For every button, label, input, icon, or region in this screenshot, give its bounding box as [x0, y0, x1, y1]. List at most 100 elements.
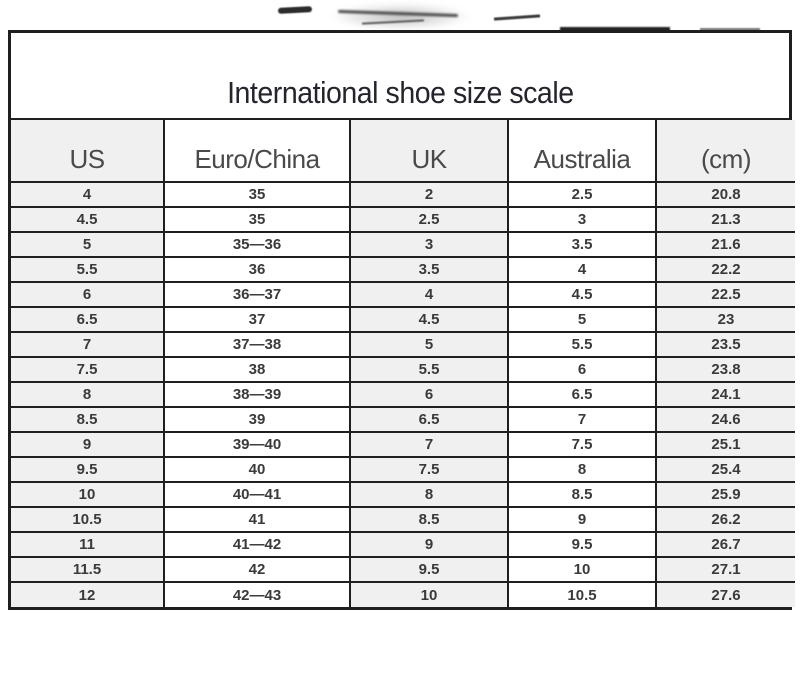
- table-cell: 38—39: [163, 381, 351, 408]
- size-conversion-table: International shoe size scale US Euro/Ch…: [8, 30, 795, 610]
- table-cell: 4.5: [349, 306, 509, 333]
- table-cell: 40—41: [163, 481, 351, 508]
- table-cell: 3.5: [349, 256, 509, 283]
- table-row: 4.5 35 2.5 3 21.3: [11, 206, 795, 233]
- table-cell: 9: [507, 506, 657, 533]
- table-cell: 10: [507, 556, 657, 583]
- table-cell: 8.5: [507, 481, 657, 508]
- table-cell: 8: [349, 481, 509, 508]
- table-row: 4 35 2 2.5 20.8: [11, 181, 795, 208]
- scan-artifact: [493, 14, 541, 21]
- table-cell: 42: [163, 556, 351, 583]
- table-cell: 8: [11, 381, 165, 408]
- table-cell: 5: [507, 306, 657, 333]
- table-cell: 4: [349, 281, 509, 308]
- table-title: International shoe size scale: [11, 33, 789, 120]
- table-cell: 22.2: [655, 256, 795, 283]
- table-cell: 9: [11, 431, 165, 458]
- table-cell: 37: [163, 306, 351, 333]
- table-cell: 10.5: [507, 581, 657, 607]
- col-header-us: US: [11, 120, 165, 183]
- table-cell: 2.5: [507, 181, 657, 208]
- table-row: 11.5 42 9.5 10 27.1: [11, 556, 795, 583]
- col-header-euro-china: Euro/China: [163, 120, 351, 183]
- table-row: 8.5 39 6.5 7 24.6: [11, 406, 795, 433]
- table-cell: 27.1: [655, 556, 795, 583]
- table-cell: 4: [507, 256, 657, 283]
- table-cell: 35: [163, 206, 351, 233]
- table-cell: 10.5: [11, 506, 165, 533]
- table-cell: 7.5: [349, 456, 509, 483]
- table-cell: 26.2: [655, 506, 795, 533]
- table-cell: 6.5: [11, 306, 165, 333]
- table-cell: 41—42: [163, 531, 351, 558]
- table-cell: 4.5: [507, 281, 657, 308]
- table-cell: 6: [507, 356, 657, 383]
- table-cell: 2.5: [349, 206, 509, 233]
- table-row: 6.5 37 4.5 5 23: [11, 306, 795, 333]
- table-cell: 9.5: [11, 456, 165, 483]
- table-cell: 4: [11, 181, 165, 208]
- table-cell: 10: [11, 481, 165, 508]
- table-cell: 42—43: [163, 581, 351, 607]
- table-cell: 24.1: [655, 381, 795, 408]
- col-header-uk: UK: [349, 120, 509, 183]
- table-row: 10.5 41 8.5 9 26.2: [11, 506, 795, 533]
- table-row: 12 42—43 10 10.5 27.6: [11, 581, 795, 607]
- scan-artifact: [337, 9, 459, 18]
- table-cell: 6: [11, 281, 165, 308]
- table-cell: 8.5: [349, 506, 509, 533]
- table-cell: 36: [163, 256, 351, 283]
- table-cell: 10: [349, 581, 509, 607]
- table-cell: 7: [349, 431, 509, 458]
- table-cell: 35—36: [163, 231, 351, 258]
- table-cell: 5.5: [507, 331, 657, 358]
- table-cell: 23: [655, 306, 795, 333]
- table-cell: 9.5: [349, 556, 509, 583]
- table-cell: 22.5: [655, 281, 795, 308]
- size-table-grid: US Euro/China UK Australia (cm) 4 35 2 2.5 2…: [11, 120, 795, 607]
- table-row: 6 36—37 4 4.5 22.5: [11, 281, 795, 308]
- table-cell: 5.5: [11, 256, 165, 283]
- table-cell: 4.5: [11, 206, 165, 233]
- table-cell: 40: [163, 456, 351, 483]
- table-cell: 25.4: [655, 456, 795, 483]
- table-row: 5 35—36 3 3.5 21.6: [11, 231, 795, 258]
- table-cell: 5.5: [349, 356, 509, 383]
- table-cell: 5: [11, 231, 165, 258]
- table-row: 8 38—39 6 6.5 24.1: [11, 381, 795, 408]
- table-cell: 3: [507, 206, 657, 233]
- table-cell: 24.6: [655, 406, 795, 433]
- table-cell: 11: [11, 531, 165, 558]
- table-cell: 9.5: [507, 531, 657, 558]
- table-cell: 38: [163, 356, 351, 383]
- table-cell: 21.6: [655, 231, 795, 258]
- table-cell: 7: [11, 331, 165, 358]
- table-cell: 21.3: [655, 206, 795, 233]
- table-row: 9 39—40 7 7.5 25.1: [11, 431, 795, 458]
- table-row: 9.5 40 7.5 8 25.4: [11, 456, 795, 483]
- table-cell: 2: [349, 181, 509, 208]
- table-cell: 7.5: [11, 356, 165, 383]
- table-cell: 12: [11, 581, 165, 607]
- table-cell: 25.9: [655, 481, 795, 508]
- table-row: 7.5 38 5.5 6 23.8: [11, 356, 795, 383]
- table-cell: 35: [163, 181, 351, 208]
- col-header-australia: Australia: [507, 120, 657, 183]
- table-row: 5.5 36 3.5 4 22.2: [11, 256, 795, 283]
- table-body: 4 35 2 2.5 20.8 4.5 35 2.5 3 21.3 5 35—36 3 3.5 21.6 5.…: [11, 181, 795, 607]
- table-cell: 9: [349, 531, 509, 558]
- table-row: 11 41—42 9 9.5 26.7: [11, 531, 795, 558]
- col-header-cm: (cm): [655, 120, 795, 183]
- table-cell: 8: [507, 456, 657, 483]
- table-title-text: International shoe size scale: [226, 75, 574, 110]
- table-cell: 6.5: [507, 381, 657, 408]
- table-cell: 25.1: [655, 431, 795, 458]
- table-cell: 20.8: [655, 181, 795, 208]
- table-cell: 6: [349, 381, 509, 408]
- table-cell: 27.6: [655, 581, 795, 607]
- table-cell: 8.5: [11, 406, 165, 433]
- table-cell: 41: [163, 506, 351, 533]
- table-cell: 7: [507, 406, 657, 433]
